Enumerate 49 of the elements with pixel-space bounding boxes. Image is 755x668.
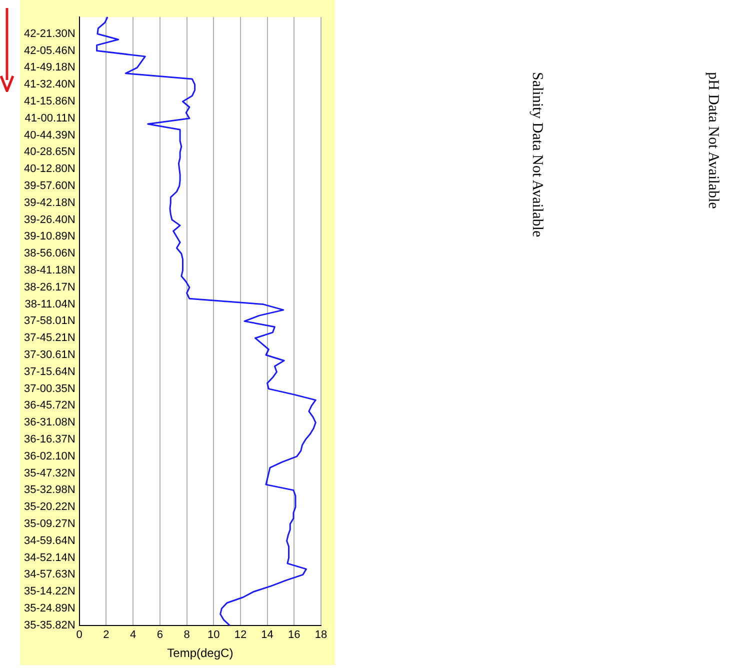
y-tick-label: 34-59.64N (24, 534, 76, 547)
y-tick-label: 36-31.08N (24, 416, 76, 429)
text: Salinity Data Not Available (528, 72, 545, 238)
y-tick-label: 35-32.98N (24, 484, 76, 496)
y-tick-label: 39-10.89N (24, 230, 76, 243)
y-tick-label: 41-00.11N (24, 112, 76, 124)
x-tick-label: 0 (76, 629, 82, 642)
y-tick-label: 38-41.18N (24, 264, 76, 277)
y-tick-label: 37-15.64N (24, 366, 76, 378)
y-tick-label: 39-26.40N (24, 214, 76, 226)
y-tick-label: 38-11.04N (24, 298, 76, 310)
x-tick-label: 18 (314, 629, 328, 642)
y-tick-label: 37-58.01N (24, 315, 76, 328)
y-tick-label: 41-15.86N (24, 96, 76, 108)
y-tick-label: 36-02.10N (24, 450, 76, 462)
y-tick-label: 37-30.61N (24, 349, 76, 362)
y-tick-label: 39-42.18N (24, 196, 76, 209)
y-tick-label: 38-56.06N (24, 248, 76, 260)
y-tick-label: 35-20.22N (24, 501, 76, 514)
x-tick-label: 10 (207, 629, 220, 642)
x-tick-label: 14 (261, 629, 274, 642)
y-tick-label: 35-24.89N (24, 602, 76, 615)
y-tick-label: 42-21.30N (24, 28, 76, 40)
y-tick-label: 36-45.72N (24, 400, 76, 412)
y-tick-label: 36-16.37N (24, 434, 76, 446)
y-tick-label: 35-14.22N (24, 586, 76, 598)
x-axis-title: Temp(degC) (167, 646, 234, 660)
x-tick-label: 4 (130, 629, 136, 642)
y-tick-label: 37-00.35N (24, 382, 76, 395)
y-tick-label: 35-47.32N (24, 467, 76, 480)
text: pH Data Not Available (704, 72, 721, 209)
x-tick-label: 6 (156, 629, 163, 642)
x-tick-label: 12 (234, 629, 247, 642)
y-tick-label: 39-57.60N (24, 180, 76, 192)
y-tick-label: 41-32.40N (24, 78, 76, 91)
y-tick-label: 34-52.14N (24, 552, 76, 564)
y-tick-label: 40-12.80N (24, 163, 76, 176)
y-tick-label: 35-09.27N (24, 518, 76, 530)
y-tick-label: 40-28.65N (24, 146, 76, 158)
x-tick-label: 16 (288, 629, 300, 642)
x-tick-label: 8 (184, 629, 190, 642)
x-tick-label: 2 (103, 629, 110, 642)
y-tick-label: 37-45.21N (24, 332, 76, 344)
y-tick-label: 41-49.18N (24, 62, 76, 74)
y-tick-label: 40-44.39N (24, 129, 76, 142)
y-tick-label: 35-35.82N (24, 619, 76, 632)
y-tick-label: 34-57.63N (24, 568, 76, 581)
y-tick-label: 38-26.17N (24, 281, 76, 294)
y-tick-label: 42-05.46N (24, 44, 76, 57)
